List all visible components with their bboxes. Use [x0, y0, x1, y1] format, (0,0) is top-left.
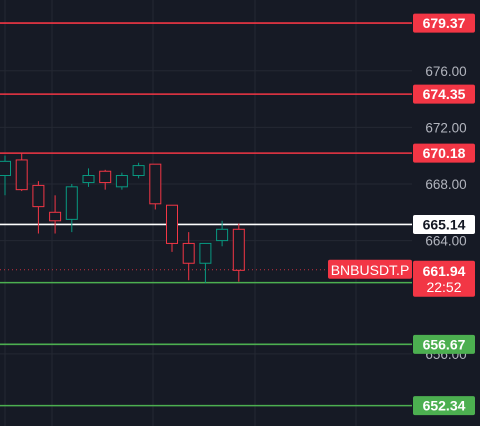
level-price-tag-label: 674.35 [423, 86, 466, 102]
level-price-tag-bg [413, 214, 475, 234]
level-price-tag: 674.35 [413, 84, 475, 104]
y-tick-label: 672.00 [425, 120, 466, 135]
candle-down[interactable] [149, 163, 162, 205]
y-tick-label: 668.00 [425, 177, 466, 192]
level-price-tag: 652.34 [413, 396, 475, 416]
symbol-tag: BNBUSDT.P [328, 259, 412, 279]
level-price-tag-label: 665.14 [423, 216, 466, 232]
last-price-value: 661.94 [423, 263, 466, 279]
level-price-tag-bg [413, 84, 475, 104]
candle-up[interactable] [216, 228, 229, 242]
candle-down[interactable] [32, 184, 45, 208]
candles[interactable] [0, 152, 245, 284]
level-price-tag: 656.67 [413, 334, 475, 354]
last-price-tag-bg [413, 260, 475, 297]
level-price-tag-label: 670.18 [423, 145, 466, 161]
price-tags: 679.37674.35670.18665.14661.03656.67652.… [328, 13, 475, 416]
candle-up[interactable] [82, 174, 95, 184]
candle-down[interactable] [49, 211, 62, 222]
y-tick-label: 664.00 [425, 234, 466, 249]
level-price-tag-label: 652.34 [423, 398, 466, 414]
level-price-tag: 679.37 [413, 13, 475, 33]
level-price-tag: 670.18 [413, 143, 475, 163]
level-price-tag-bg [413, 396, 475, 416]
level-price-tag-bg [413, 13, 475, 33]
candle-down[interactable] [99, 170, 112, 184]
symbol-tag-bg [328, 259, 412, 279]
level-price-tag-label: 656.67 [423, 336, 466, 352]
candle-down[interactable] [182, 242, 195, 264]
candle-countdown: 22:52 [426, 279, 461, 295]
candle-up[interactable] [132, 165, 145, 176]
candle-up[interactable] [115, 174, 128, 188]
y-tick-label: 676.00 [425, 64, 466, 79]
candle-up[interactable] [199, 242, 212, 264]
level-price-tag-bg [413, 143, 475, 163]
symbol-label: BNBUSDT.P [331, 262, 410, 278]
level-price-tag-label: 679.37 [423, 15, 466, 31]
candle-down[interactable] [166, 204, 178, 244]
candle-up[interactable] [0, 160, 11, 176]
candle-down[interactable] [232, 228, 245, 271]
level-lines [0, 22, 412, 407]
level-price-tag: 665.14 [413, 214, 475, 234]
candle-up[interactable] [65, 186, 78, 220]
level-price-tag-bg [413, 334, 475, 354]
candle-down[interactable] [15, 159, 28, 191]
